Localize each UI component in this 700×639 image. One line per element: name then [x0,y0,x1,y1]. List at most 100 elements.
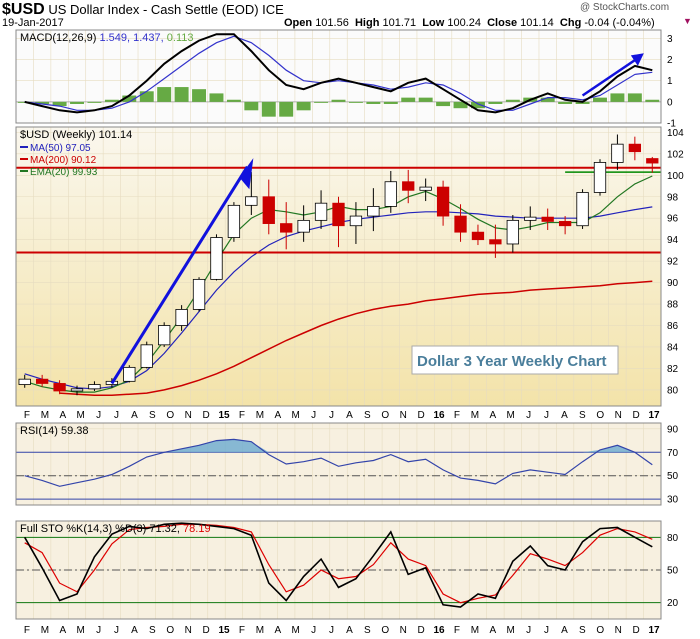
candle-body [88,384,101,390]
x-axis-label-bottom: J [311,625,316,636]
rsi-panel-frame [15,422,662,506]
overlay-legend-label: MA(200) 90.12 [30,155,97,166]
x-axis-label-top: M [41,410,49,421]
macd-panel-frame [15,29,662,124]
macd-histogram-bar [261,101,276,117]
x-axis-label-top: M [77,410,85,421]
low-value: 100.24 [447,17,481,29]
candle-body [611,143,624,163]
x-axis-label-top: F [239,410,245,421]
rsi-y-tick-label: 30 [667,495,679,506]
macd-histogram-bar [52,101,67,107]
candle-body [489,239,502,245]
overlay-legend-label: EMA(20) 99.93 [30,167,98,178]
candle-body [524,216,537,221]
candle-body [245,196,258,206]
date-label: 19-Jan-2017 [2,17,64,29]
price-y-tick-label: 80 [667,385,679,396]
x-axis-label-bottom: O [596,625,604,636]
candle-body [280,223,293,233]
macd-histogram-bar [436,101,451,107]
x-axis-label-bottom: N [400,625,407,636]
price-y-tick-label: 102 [667,149,684,160]
candle-body [192,278,206,310]
price-panel-frame [15,126,662,407]
macd-histogram-bar [383,101,398,104]
x-axis-label-top: N [400,410,407,421]
x-axis-label-top: J [96,410,101,421]
open-label: Open [284,17,313,29]
x-axis-label-bottom: O [381,625,389,636]
x-axis-label-bottom: J [329,625,334,636]
x-axis-label-bottom: A [561,625,568,636]
candle-body [297,219,310,233]
low-label: Low [422,17,445,29]
candle-body [349,215,363,227]
chg-label: Chg [559,17,582,29]
macd-y-tick-label: 3 [667,34,673,45]
macd-histogram-bar [174,87,189,102]
macd-histogram-bar [157,87,172,102]
open-value: 101.56 [315,17,349,29]
macd-histogram-bar [244,101,259,111]
sto-y-tick-label: 50 [667,566,679,577]
x-axis-label-bottom: J [544,625,549,636]
annotation-text: Dollar 3 Year Weekly Chart [417,353,607,370]
x-axis-label-bottom: O [166,625,174,636]
chg-value: -0.04 (-0.04%) [584,17,655,29]
rsi-line [24,438,653,487]
macd-histogram-bar [488,101,503,104]
price-y-tick-label: 84 [667,342,679,353]
macd-histogram-bar [540,97,555,102]
ohlc-readout: Open 101.56 High 101.71 Low 100.24 Close… [284,17,655,29]
x-axis-label-bottom: J [114,625,119,636]
x-axis-label-top: 16 [433,410,445,421]
high-value: 101.71 [382,17,417,29]
candle-body [123,366,136,382]
rsi-legend: RSI(14) 59.38 [20,425,88,437]
x-axis-label-top: A [561,410,568,421]
macd-histogram-bar [348,101,363,103]
macd-histogram-bar [209,93,224,102]
candle-body [210,237,223,280]
macd-arrow-head [630,53,644,66]
price-y-tick-label: 94 [667,235,679,246]
x-axis-label-bottom: F [239,625,245,636]
x-axis-label-top: J [114,410,119,421]
x-axis-label-top: S [149,410,156,421]
x-axis-label-top: J [544,410,549,421]
macd-histogram-bar [627,93,642,102]
candle-body [35,378,49,384]
x-axis-label-bottom: J [96,625,101,636]
macd-y-tick-label: 1 [667,76,673,87]
x-axis-label-top: 17 [648,410,660,421]
x-axis-label-bottom: M [292,625,300,636]
price-y-tick-label: 98 [667,192,679,203]
candle-body [70,388,84,392]
symbol-title: $USD US Dollar Index - Cash Settle (EOD)… [2,1,284,19]
x-axis-label-top: A [131,410,138,421]
x-axis-label-bottom: 15 [218,625,230,636]
candle-body [158,325,171,346]
x-axis-label-top: M [507,410,515,421]
candle-body [576,192,589,227]
ma200-line [59,280,653,397]
macd-signal-line [24,35,653,111]
x-axis-label-top: J [526,410,531,421]
price-y-tick-label: 86 [667,321,679,332]
x-axis-label-bottom: N [615,625,622,636]
x-axis-label-top: F [454,410,460,421]
sto-y-tick-label: 80 [667,533,679,544]
x-axis-label-top: D [203,410,210,421]
x-axis-label-top: D [633,410,640,421]
x-axis-label-bottom: M [256,625,264,636]
exchange: ICE [262,2,284,17]
candle-body [332,202,345,227]
sto-y-tick-label: 20 [667,598,679,609]
x-axis-label-bottom: M [507,625,515,636]
x-axis-label-top: O [381,410,389,421]
price-y-tick-label: 96 [667,214,679,225]
candle-body [402,181,415,191]
macd-histogram-bar [418,97,433,102]
